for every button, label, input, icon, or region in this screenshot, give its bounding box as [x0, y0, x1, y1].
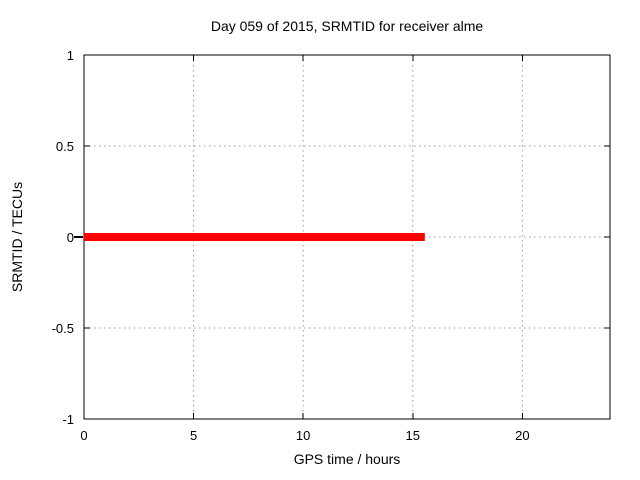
x-tick-label: 0 [80, 428, 87, 443]
y-tick-label: -1 [62, 412, 74, 427]
y-tick-label: 1 [67, 48, 74, 63]
y-tick-label: 0 [67, 230, 74, 245]
x-tick-label: 10 [296, 428, 310, 443]
x-axis-title: GPS time / hours [293, 451, 401, 467]
x-tick-label: 5 [190, 428, 197, 443]
y-axis-title: SRMTID / TECUs [9, 181, 25, 293]
x-tick-label: 15 [406, 428, 420, 443]
y-tick-label: 0.5 [56, 139, 74, 154]
chart-title: Day 059 of 2015, SRMTID for receiver alm… [210, 18, 484, 34]
x-tick-label: 20 [515, 428, 529, 443]
y-tick-label: -0.5 [52, 321, 74, 336]
